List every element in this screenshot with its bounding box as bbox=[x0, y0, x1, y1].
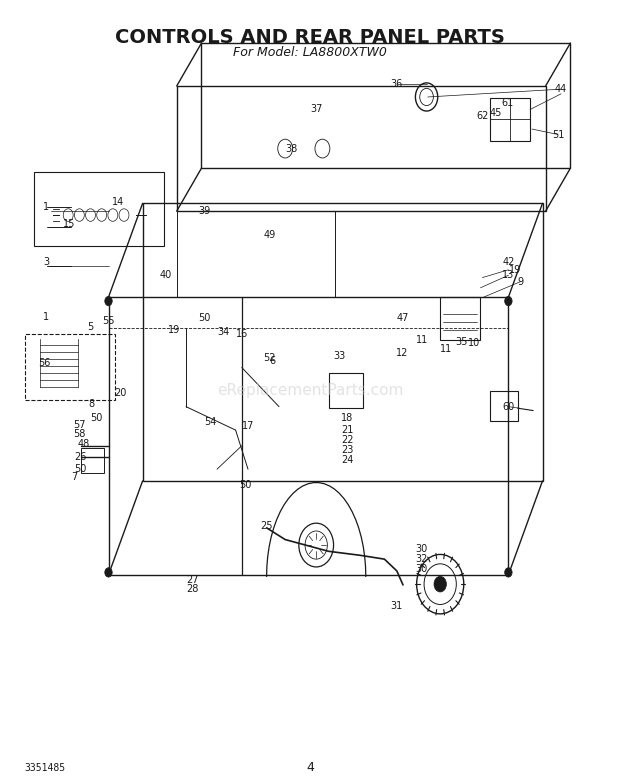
Text: 50: 50 bbox=[90, 414, 102, 423]
Text: 17: 17 bbox=[242, 421, 254, 431]
Text: 45: 45 bbox=[490, 108, 502, 117]
Text: 42: 42 bbox=[502, 257, 515, 267]
Text: For Model: LA8800XTW0: For Model: LA8800XTW0 bbox=[233, 46, 387, 59]
Text: 12: 12 bbox=[396, 349, 408, 358]
Text: 4: 4 bbox=[306, 762, 314, 774]
Text: 7: 7 bbox=[71, 472, 78, 482]
Text: 11: 11 bbox=[415, 335, 428, 345]
Text: 16: 16 bbox=[236, 329, 248, 339]
Bar bbox=[329, 373, 363, 408]
Text: 51: 51 bbox=[552, 130, 564, 139]
Text: 35: 35 bbox=[456, 337, 468, 346]
Text: 26: 26 bbox=[74, 452, 87, 461]
Circle shape bbox=[105, 296, 112, 306]
Text: 21: 21 bbox=[341, 425, 353, 435]
Bar bbox=[81, 448, 104, 473]
Text: 6: 6 bbox=[270, 357, 276, 366]
Text: 13: 13 bbox=[502, 271, 515, 280]
Bar bbox=[440, 297, 480, 340]
Text: 48: 48 bbox=[78, 439, 90, 449]
Text: eReplacementParts.com: eReplacementParts.com bbox=[217, 383, 403, 399]
Text: 58: 58 bbox=[73, 429, 86, 439]
Text: 50: 50 bbox=[239, 480, 251, 490]
Circle shape bbox=[434, 576, 446, 592]
Bar bbox=[34, 172, 164, 246]
Text: 54: 54 bbox=[205, 418, 217, 427]
Text: 28: 28 bbox=[186, 584, 198, 594]
Text: 22: 22 bbox=[341, 436, 353, 445]
Text: 30: 30 bbox=[415, 565, 428, 574]
Text: 36: 36 bbox=[391, 80, 403, 89]
Bar bbox=[108, 297, 508, 575]
Text: 8: 8 bbox=[89, 399, 95, 408]
Bar bbox=[143, 203, 542, 481]
Text: CONTROLS AND REAR PANEL PARTS: CONTROLS AND REAR PANEL PARTS bbox=[115, 28, 505, 47]
Text: 15: 15 bbox=[63, 220, 76, 229]
Text: 10: 10 bbox=[468, 338, 481, 347]
Text: 33: 33 bbox=[334, 351, 346, 361]
Text: 37: 37 bbox=[310, 105, 322, 114]
Bar bbox=[490, 98, 530, 141]
Text: 14: 14 bbox=[112, 197, 124, 206]
Text: 27: 27 bbox=[186, 576, 198, 585]
Text: 23: 23 bbox=[341, 445, 353, 454]
Circle shape bbox=[505, 568, 512, 577]
Text: 5: 5 bbox=[87, 322, 93, 332]
Circle shape bbox=[505, 296, 512, 306]
Text: 3351485: 3351485 bbox=[25, 763, 66, 773]
Text: 50: 50 bbox=[74, 465, 87, 474]
Text: 20: 20 bbox=[115, 389, 127, 398]
Text: 11: 11 bbox=[440, 344, 453, 353]
Text: 40: 40 bbox=[160, 271, 172, 280]
Bar bbox=[177, 86, 546, 211]
Text: 62: 62 bbox=[476, 111, 489, 120]
Text: 9: 9 bbox=[518, 277, 524, 286]
Text: 24: 24 bbox=[341, 455, 353, 465]
Text: 56: 56 bbox=[38, 358, 51, 368]
Text: 31: 31 bbox=[391, 601, 403, 611]
Text: 50: 50 bbox=[198, 314, 211, 323]
Text: 55: 55 bbox=[102, 317, 115, 326]
Text: 1: 1 bbox=[43, 312, 50, 321]
Text: 1: 1 bbox=[43, 203, 50, 212]
Text: 60: 60 bbox=[502, 402, 515, 411]
Text: 39: 39 bbox=[198, 206, 211, 216]
Text: 25: 25 bbox=[260, 521, 273, 530]
Text: 47: 47 bbox=[397, 314, 409, 323]
Bar bbox=[202, 43, 570, 168]
Text: 38: 38 bbox=[285, 144, 298, 153]
Text: 30: 30 bbox=[415, 544, 428, 554]
Circle shape bbox=[105, 568, 112, 577]
Text: 19: 19 bbox=[167, 325, 180, 335]
Text: 52: 52 bbox=[264, 353, 276, 363]
Text: 34: 34 bbox=[217, 327, 229, 336]
Text: 61: 61 bbox=[501, 99, 513, 108]
Text: 19: 19 bbox=[508, 265, 521, 274]
Bar bbox=[490, 391, 518, 421]
Text: 57: 57 bbox=[73, 421, 86, 430]
Text: 49: 49 bbox=[264, 230, 276, 239]
Text: 18: 18 bbox=[341, 414, 353, 423]
Bar bbox=[25, 334, 115, 400]
Text: 44: 44 bbox=[555, 84, 567, 94]
Text: 32: 32 bbox=[415, 554, 428, 564]
Text: 3: 3 bbox=[43, 257, 50, 267]
